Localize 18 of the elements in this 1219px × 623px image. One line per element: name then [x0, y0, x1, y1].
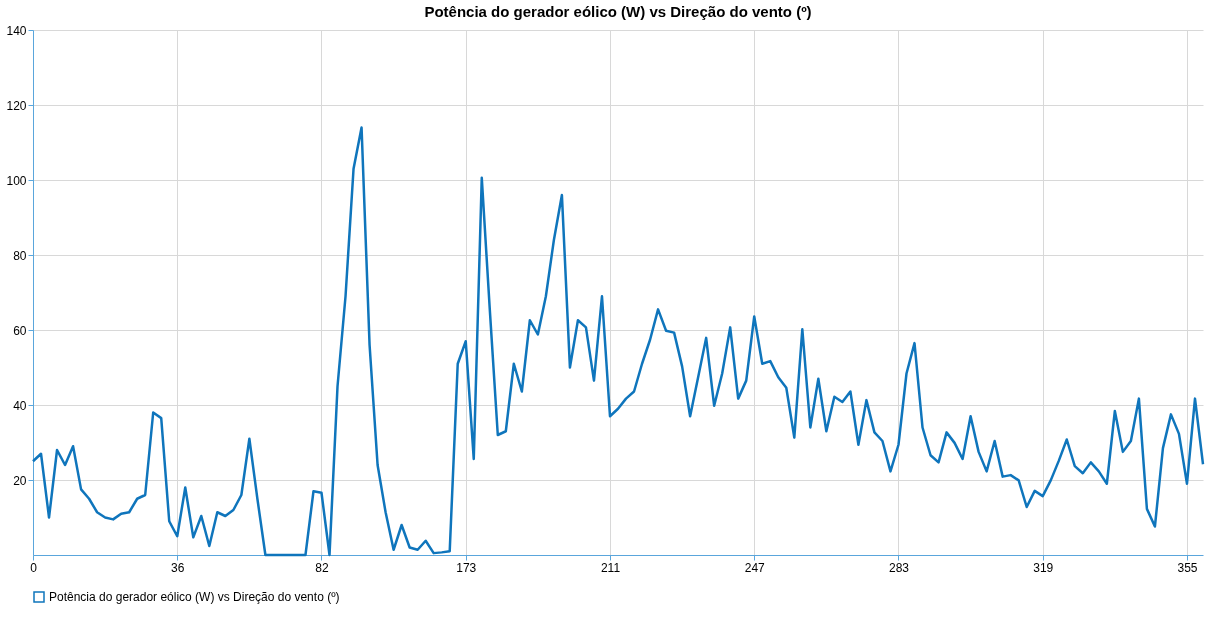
y-tick-label: 140	[6, 23, 27, 38]
x-tick-label: 283	[888, 560, 910, 575]
chart-title: Potência do gerador eólico (W) vs Direção do vento (º)	[424, 3, 812, 20]
x-tick-label: 211	[600, 560, 621, 575]
x-tick-label: 355	[1177, 560, 1198, 575]
y-tick-label: 80	[13, 248, 27, 263]
x-tick-label: 173	[456, 560, 477, 575]
y-tick-label: 100	[6, 173, 27, 188]
legend-label: Potência do gerador eólico (W) vs Direção do vento (º)	[49, 590, 340, 604]
y-tick-label: 120	[6, 98, 27, 113]
x-tick-label: 319	[1033, 560, 1054, 575]
x-tick-label: 247	[744, 560, 766, 575]
x-tick-label: 36	[171, 560, 185, 575]
y-tick-label: 20	[13, 473, 27, 488]
x-tick-label: 0	[30, 560, 38, 575]
x-tick-label: 82	[315, 560, 329, 575]
y-tick-label: 40	[13, 398, 27, 413]
y-tick-label: 60	[13, 323, 27, 338]
